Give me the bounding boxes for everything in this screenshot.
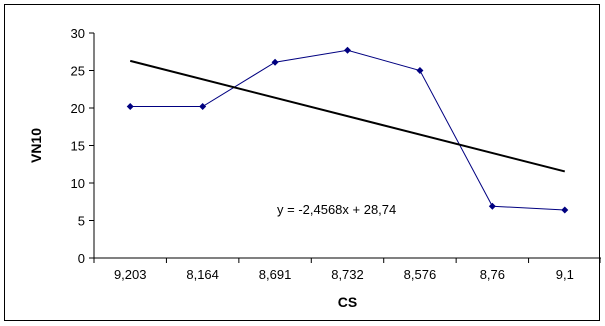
data-point [416, 67, 424, 74]
y-tick-label: 20 [71, 101, 85, 116]
trendline [129, 59, 566, 173]
y-tick-label: 25 [71, 64, 85, 79]
y-tick-label: 10 [71, 176, 85, 191]
data-point [271, 58, 279, 66]
x-axis-title: CS [338, 294, 357, 310]
y-tick-label: 0 [78, 251, 85, 266]
x-tick-label: 8,76 [480, 267, 505, 282]
x-tick-label: 8,732 [331, 267, 364, 282]
y-tick-label: 5 [78, 214, 85, 229]
x-tick-label: 9,203 [114, 267, 147, 282]
data-point [344, 46, 351, 54]
data-point [561, 206, 569, 214]
y-tick-label: 30 [71, 26, 85, 41]
data-point [488, 202, 496, 210]
line-chart: 0 5 10 15 20 25 30 9,203 8,164 8,691 8,732 8,576 8,… [28, 26, 601, 310]
chart-frame: 0 5 10 15 20 25 30 9,203 8,164 8,691 8,732 8,576 8,… [4, 4, 601, 321]
x-tick-label: 8,576 [404, 267, 437, 282]
data-point [126, 103, 134, 110]
x-tick-label: 9,1 [556, 267, 574, 282]
data-point [199, 103, 207, 110]
x-tick-label: 8,691 [259, 267, 292, 282]
trendline-equation: y = -2,4568x + 28,74 [277, 202, 396, 217]
y-axis-title: VN10 [28, 128, 44, 163]
series-line-vn10 [130, 49, 565, 211]
y-tick-label: 15 [71, 139, 85, 154]
x-tick-label: 8,164 [186, 267, 219, 282]
